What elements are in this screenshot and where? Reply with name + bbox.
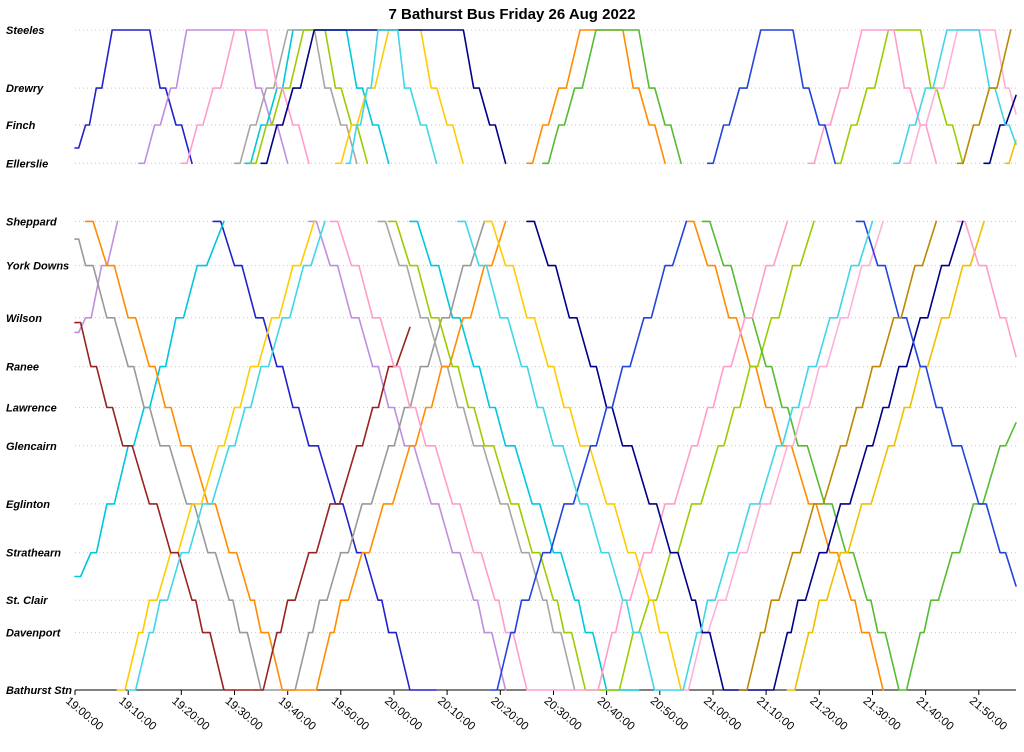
y-axis-station-label: Davenport (6, 628, 62, 640)
trip-line (255, 326, 411, 691)
trip-line (180, 29, 310, 165)
trip-line (377, 220, 576, 691)
trip-line (127, 220, 326, 691)
trip-line (983, 94, 1017, 165)
y-axis-station-label: Ranee (6, 362, 39, 374)
trip-line (74, 220, 225, 578)
trip-line (786, 220, 985, 691)
y-axis-station-label: Glencairn (6, 441, 57, 453)
trip-line (956, 29, 1012, 165)
trip-line (387, 220, 613, 691)
trip-line (244, 29, 390, 165)
y-axis-station-label: Drewry (6, 83, 44, 95)
x-tick-label: 21:10:00 (754, 695, 796, 733)
y-axis-station-label: York Downs (6, 261, 69, 273)
trip-line (807, 29, 938, 165)
trip-line (903, 29, 1017, 165)
y-axis-station-label: Sheppard (6, 216, 57, 228)
y-axis-station-label: Bathurst Stn (6, 685, 72, 697)
chart-title: 7 Bathurst Bus Friday 26 Aug 2022 (388, 6, 636, 23)
x-tick-label: 20:00:00 (382, 695, 424, 733)
trip-line (249, 29, 369, 165)
y-axis-station-label: Ellerslie (6, 158, 48, 170)
trip-line (834, 29, 964, 165)
trip-line (589, 220, 789, 691)
trip-line (233, 29, 358, 165)
trip-line (74, 29, 193, 165)
x-tick-label: 19:40:00 (276, 695, 318, 733)
trip-line (611, 220, 815, 691)
x-tick-label: 19:00:00 (63, 695, 105, 733)
y-axis-station-label: Steeles (6, 25, 45, 37)
x-tick-label: 21:40:00 (914, 695, 956, 733)
trip-line (74, 238, 289, 691)
trip-line (286, 220, 486, 691)
trip-line (680, 220, 884, 691)
trip-line (483, 220, 682, 691)
trip-line (765, 220, 964, 691)
x-tick-label: 19:50:00 (329, 695, 371, 733)
trip-line (345, 29, 438, 165)
x-tick-label: 21:30:00 (861, 695, 903, 733)
trip-line (308, 220, 507, 691)
x-tick-label: 20:10:00 (435, 695, 477, 733)
y-axis-station-label: Eglinton (6, 499, 50, 511)
trip-line (542, 29, 682, 165)
x-tick-label: 19:20:00 (169, 695, 211, 733)
trip-line (409, 220, 640, 691)
x-tick-label: 19:30:00 (223, 695, 265, 733)
trip-line (675, 220, 874, 691)
trip-line (701, 220, 900, 691)
trip-line (526, 220, 767, 691)
trip-line (956, 220, 1017, 358)
y-axis-station-label: Wilson (6, 313, 42, 325)
trip-line (855, 220, 1017, 587)
x-tick-label: 19:10:00 (116, 695, 158, 733)
y-axis-station-label: St. Clair (6, 595, 48, 607)
x-tick-label: 20:50:00 (648, 695, 690, 733)
trip-line (84, 220, 310, 691)
trip-line (892, 29, 1017, 165)
trip-line (138, 29, 289, 165)
trip-line (706, 29, 836, 165)
x-tick-label: 21:00:00 (701, 695, 743, 733)
y-axis-station-label: Lawrence (6, 403, 57, 415)
trip-line (488, 220, 688, 691)
y-axis-station-label: Strathearn (6, 548, 61, 560)
x-tick-label: 20:20:00 (488, 695, 530, 733)
trip-line (898, 422, 1017, 691)
trip-line (116, 220, 315, 691)
trip-line (1004, 139, 1017, 165)
trip-line (74, 321, 257, 691)
x-tick-label: 21:50:00 (967, 695, 1009, 733)
x-tick-label: 20:40:00 (595, 695, 637, 733)
x-tick-label: 21:20:00 (807, 695, 849, 733)
trip-line (308, 220, 507, 691)
x-tick-label: 20:30:00 (542, 695, 584, 733)
trip-line (212, 220, 438, 691)
trip-line (526, 29, 666, 165)
trip-line (457, 220, 677, 691)
y-axis-station-label: Finch (6, 120, 36, 132)
trip-line (329, 220, 592, 691)
trip-line (738, 220, 938, 691)
